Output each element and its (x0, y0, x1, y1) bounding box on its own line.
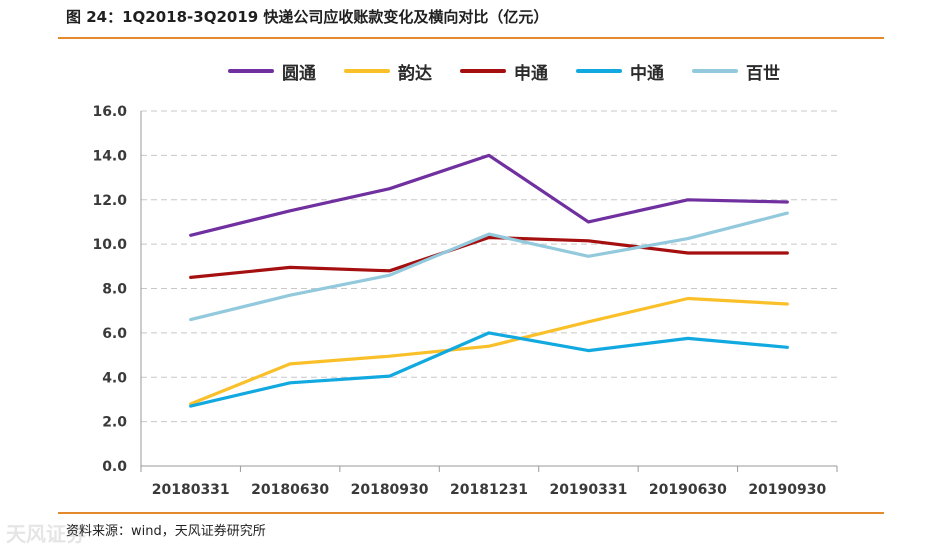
source-divider (58, 512, 884, 514)
y-tick-label: 0.0 (102, 459, 127, 475)
chart-title: 图 24：1Q2018-3Q2019 快递公司应收账款变化及横向对比（亿元） (66, 8, 549, 26)
y-tick-label: 2.0 (102, 415, 127, 431)
legend-swatch (460, 69, 506, 73)
y-tick-label: 6.0 (102, 326, 127, 342)
y-tick-label: 4.0 (102, 370, 127, 386)
x-tick-label: 20190930 (748, 482, 826, 498)
legend-swatch (576, 69, 622, 73)
series-line-圆通 (189, 153, 789, 237)
x-tick-label: 20181231 (450, 482, 528, 498)
y-tick-label: 8.0 (102, 282, 127, 298)
x-tick-label: 20190630 (649, 482, 727, 498)
title-divider (58, 37, 884, 39)
x-tick-label: 20180630 (251, 482, 329, 498)
series-line-申通 (189, 235, 789, 279)
legend-label: 圆通 (282, 63, 316, 84)
chart-legend: 圆通 韵达 申通 中通 百世 (228, 58, 808, 84)
legend-label: 中通 (630, 63, 664, 84)
y-tick-label: 12.0 (92, 193, 127, 209)
legend-item: 圆通 (228, 59, 316, 84)
legend-item: 申通 (460, 59, 548, 84)
series-line-韵达 (189, 296, 789, 406)
legend-label: 韵达 (398, 63, 432, 84)
series-line-百世 (189, 211, 789, 322)
legend-item: 中通 (576, 59, 664, 84)
legend-swatch (692, 69, 738, 73)
x-tick-label: 20180331 (152, 482, 230, 498)
legend-item: 百世 (692, 59, 780, 84)
series-line-中通 (189, 331, 789, 408)
y-tick-label: 10.0 (92, 237, 127, 253)
legend-label: 百世 (746, 63, 780, 84)
x-tick-label: 20180930 (351, 482, 429, 498)
source-note: 资料来源：wind，天风证券研究所 (66, 524, 266, 539)
legend-swatch (344, 69, 390, 73)
legend-swatch (228, 69, 274, 73)
legend-item: 韵达 (344, 59, 432, 84)
y-tick-label: 14.0 (92, 148, 127, 164)
y-tick-label: 16.0 (92, 104, 127, 120)
x-tick-label: 20190331 (549, 482, 627, 498)
legend-label: 申通 (514, 63, 548, 84)
